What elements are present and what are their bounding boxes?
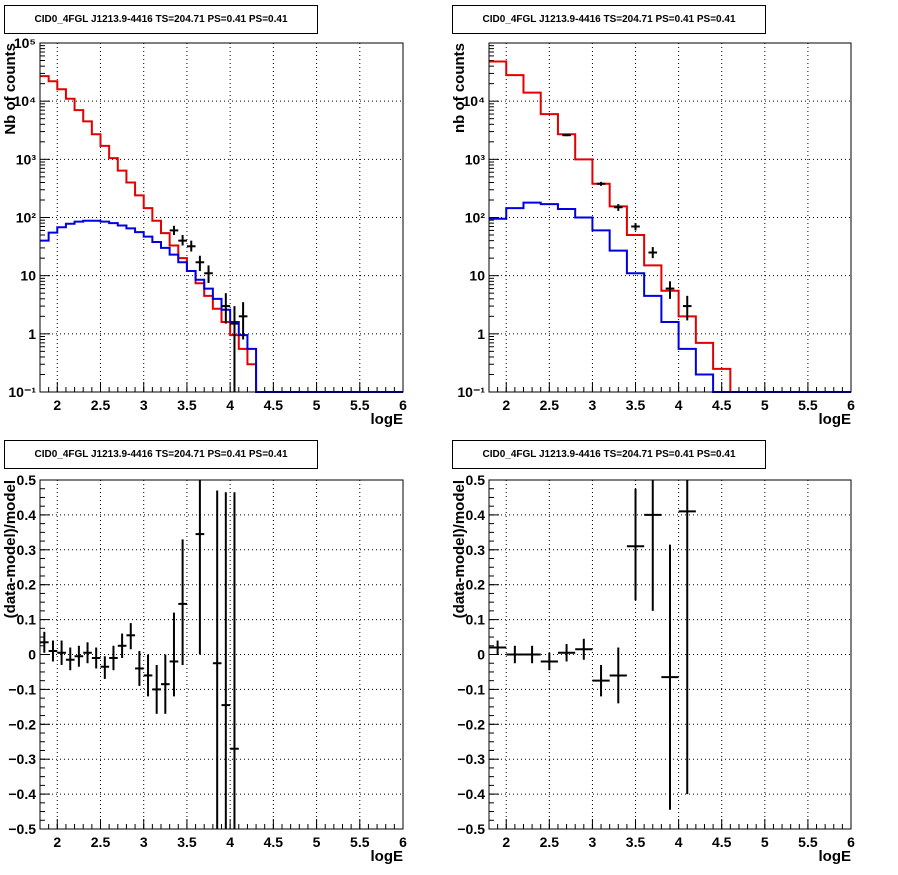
x-tick-label: 3 — [140, 397, 148, 413]
y-tick-label: −0.2 — [8, 716, 36, 732]
x-tick-label: 4 — [675, 834, 683, 850]
y-tick-label: 0.2 — [17, 577, 37, 593]
x-axis-label: logE — [819, 411, 852, 428]
x-tick-label: 2 — [502, 834, 510, 850]
y-tick-label: 1 — [28, 326, 36, 342]
x-tick-label: 5.5 — [798, 397, 818, 413]
y-tick-label: 0.4 — [466, 507, 486, 523]
y-tick-label: −0.5 — [8, 821, 36, 837]
x-tick-label: 4.5 — [264, 834, 284, 850]
x-tick-label: 5 — [313, 397, 321, 413]
x-tick-label: 3 — [589, 834, 597, 850]
x-tick-label: 4 — [226, 834, 234, 850]
chart-title-top-right: CID0_4FGL J1213.9-4416 TS=204.71 PS=0.41… — [452, 5, 766, 34]
y-tick-label: 10⁴ — [14, 93, 37, 109]
y-tick-label: 0.5 — [466, 472, 486, 488]
chart-title-bottom-right: CID0_4FGL J1213.9-4416 TS=204.71 PS=0.41… — [452, 440, 766, 469]
y-tick-label: 0 — [28, 647, 36, 663]
y-axis-label: (data-model)/model — [2, 480, 19, 618]
x-tick-label: 3.5 — [626, 834, 646, 850]
total-model-histogram — [40, 75, 403, 393]
y-axis-label: (data-model)/model — [451, 480, 468, 618]
x-axis-label: logE — [819, 848, 852, 865]
x-tick-label: 4 — [675, 397, 683, 413]
y-tick-label: 0.2 — [466, 577, 486, 593]
plot-frame — [39, 479, 404, 830]
x-tick-label: 3.5 — [177, 834, 197, 850]
y-tick-label: 0.4 — [17, 507, 37, 523]
x-axis-label: logE — [371, 848, 404, 865]
x-tick-label: 6 — [847, 397, 855, 413]
y-tick-label: 10⁵ — [14, 35, 36, 51]
x-tick-label: 3 — [589, 397, 597, 413]
y-tick-label: 10⁻¹ — [457, 384, 485, 400]
y-tick-label: −0.1 — [8, 681, 36, 697]
x-tick-label: 2 — [53, 834, 61, 850]
chart-counts_right: 2 2.5 3 3.5 4 4.5 5 5.5 6 10⁻¹ 1 10 10² 10³ 10⁴ logE nb … — [451, 42, 855, 428]
chart-title-top-left: CID0_4FGL J1213.9-4416 TS=204.71 PS=0.41… — [4, 5, 318, 34]
x-tick-label: 5 — [761, 834, 769, 850]
x-tick-label: 4.5 — [712, 397, 732, 413]
x-tick-label: 2.5 — [91, 834, 111, 850]
x-tick-label: 5 — [761, 397, 769, 413]
y-tick-label: −0.1 — [457, 681, 485, 697]
y-tick-label: 0.1 — [466, 612, 486, 628]
total-model-histogram — [489, 60, 851, 393]
y-tick-label: −0.3 — [457, 751, 485, 767]
x-tick-label: 2 — [502, 397, 510, 413]
y-tick-label: 1 — [477, 326, 485, 342]
y-tick-label: 10 — [20, 268, 36, 284]
y-tick-label: 10⁻¹ — [8, 384, 36, 400]
y-tick-label: 10 — [469, 268, 485, 284]
y-tick-label: 0.5 — [17, 472, 37, 488]
x-tick-label: 2.5 — [540, 834, 560, 850]
x-tick-label: 2.5 — [540, 397, 560, 413]
x-tick-label: 5.5 — [350, 397, 370, 413]
y-tick-label: −0.5 — [457, 821, 485, 837]
x-tick-label: 4.5 — [264, 397, 284, 413]
plot-frame — [488, 42, 852, 393]
chart-residuals_left: 2 2.5 3 3.5 4 4.5 5 5.5 6 −0.5 −0.4 −0.3 −0.2 −0.1 0 0.… — [2, 472, 407, 865]
y-tick-label: 0.1 — [17, 612, 37, 628]
y-axis-label: nb of counts — [451, 43, 468, 133]
y-tick-label: 10⁴ — [463, 93, 486, 109]
x-tick-label: 4.5 — [712, 834, 732, 850]
y-tick-label: 10³ — [465, 151, 486, 167]
x-tick-label: 5.5 — [798, 834, 818, 850]
y-tick-label: −0.2 — [457, 716, 485, 732]
y-tick-label: −0.4 — [457, 786, 485, 802]
x-axis-label: logE — [371, 411, 404, 428]
x-tick-label: 3 — [140, 834, 148, 850]
chart-title-bottom-left: CID0_4FGL J1213.9-4416 TS=204.71 PS=0.41… — [4, 440, 318, 469]
chart-residuals_right: 2 2.5 3 3.5 4 4.5 5 5.5 6 −0.5 −0.4 −0.3 −0.2 −0.1 0 0.… — [451, 472, 855, 865]
y-tick-label: 10² — [16, 210, 37, 226]
x-tick-label: 3.5 — [177, 397, 197, 413]
x-tick-label: 6 — [399, 397, 407, 413]
y-tick-label: 10³ — [16, 151, 37, 167]
y-axis-label: Nb of counts — [2, 43, 19, 135]
plot-frame — [488, 479, 852, 830]
y-tick-label: 0 — [477, 647, 485, 663]
x-tick-label: 5 — [313, 834, 321, 850]
x-tick-label: 2 — [53, 397, 61, 413]
chart-counts_left: 2 2.5 3 3.5 4 4.5 5 5.5 6 10⁻¹ 1 10 10² 10³ 10⁴ 10⁵ logE… — [2, 35, 407, 428]
x-tick-label: 6 — [847, 834, 855, 850]
y-tick-label: 10² — [465, 210, 486, 226]
x-tick-label: 5.5 — [350, 834, 370, 850]
y-tick-label: −0.4 — [8, 786, 36, 802]
y-tick-label: 0.3 — [17, 542, 37, 558]
x-tick-label: 3.5 — [626, 397, 646, 413]
plot-frame — [39, 42, 404, 393]
y-tick-label: 0.3 — [466, 542, 486, 558]
y-tick-label: −0.3 — [8, 751, 36, 767]
x-tick-label: 2.5 — [91, 397, 111, 413]
x-tick-label: 6 — [399, 834, 407, 850]
x-tick-label: 4 — [226, 397, 234, 413]
